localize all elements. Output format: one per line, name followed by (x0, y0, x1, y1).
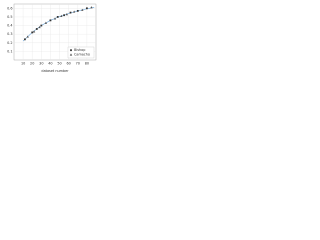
x-tick-label: 10 (21, 62, 25, 66)
point (38, 25, 41, 29)
point (63, 14, 66, 17)
point (56, 16, 59, 18)
point (26, 35, 29, 38)
y-tick-label: 0.1 (7, 49, 12, 53)
x-tick-label: 80 (85, 62, 89, 66)
point (35, 28, 38, 30)
y-tick-label: 0.3 (7, 32, 12, 36)
point (85, 7, 88, 10)
legend-marker (69, 53, 73, 56)
point (44, 21, 48, 24)
point (60, 14, 63, 17)
point (65, 13, 69, 16)
x-tick-label: 60 (67, 62, 71, 66)
legend-label: Camacho (74, 53, 90, 57)
y-tick-label: 0.4 (7, 24, 12, 28)
fit-line (22, 7, 95, 42)
point (53, 17, 57, 20)
point (32, 30, 36, 33)
x-tick-label: 50 (57, 62, 61, 66)
x-tick-label: 70 (76, 62, 80, 66)
point (69, 11, 72, 14)
x-tick-label: 40 (48, 62, 52, 66)
point (24, 38, 26, 41)
y-tick-label: 0.5 (7, 15, 12, 19)
x-tick-label: 30 (39, 62, 43, 66)
y-tick-label: 0.6 (7, 6, 12, 10)
point (31, 31, 34, 34)
point (90, 6, 93, 9)
legend-box (67, 46, 95, 59)
legend-label: Bishop (74, 48, 85, 52)
point (81, 8, 84, 11)
legend-marker (70, 49, 72, 52)
plot-frame (13, 3, 97, 61)
x-tick-label: 20 (30, 62, 34, 66)
chart: dataset number 0.1 0.2 0.3 0.4 0.5 0.6 10 20 30 4… (7, 3, 97, 73)
x-axis-label: dataset number (41, 69, 69, 73)
point (40, 24, 43, 27)
point (49, 19, 52, 22)
point (76, 9, 79, 12)
y-tick-label: 0.2 (7, 41, 12, 45)
point (72, 10, 76, 13)
